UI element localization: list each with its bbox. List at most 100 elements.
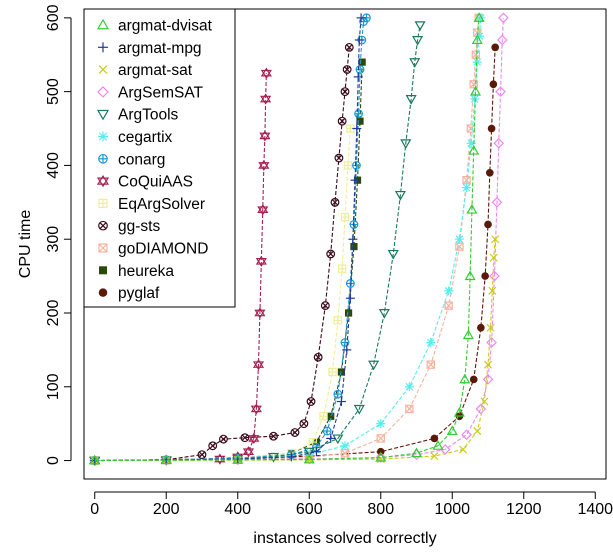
legend-symbol	[98, 65, 108, 75]
x-tick-label: 1000	[434, 501, 470, 518]
data-point	[462, 183, 472, 193]
data-point	[254, 307, 266, 319]
data-point	[354, 109, 364, 119]
data-point	[404, 382, 414, 392]
data-point	[466, 124, 476, 133]
data-point	[305, 455, 314, 464]
data-point	[197, 450, 207, 460]
data-point	[322, 426, 332, 436]
data-point	[496, 34, 508, 46]
data-point	[344, 309, 353, 317]
y-tick-label: 500	[45, 78, 62, 105]
data-point	[483, 360, 493, 369]
data-point	[336, 397, 346, 407]
data-point	[344, 42, 354, 52]
data-point	[290, 428, 300, 437]
data-point	[332, 434, 344, 445]
x-tick-label: 200	[153, 501, 180, 518]
data-point	[488, 286, 497, 295]
data-point	[313, 352, 323, 362]
data-point	[345, 293, 355, 303]
legend-label: argmat-dvisat	[118, 18, 213, 35]
legend-symbol	[98, 198, 108, 208]
data-point	[432, 440, 444, 450]
x-axis-label: instances solved correctly	[253, 530, 436, 547]
legend-symbol	[98, 288, 108, 297]
legend-item: argmat-mpg	[98, 40, 202, 57]
legend-symbol	[99, 266, 107, 275]
legend-item: cegartix	[98, 129, 173, 146]
data-point	[477, 323, 485, 332]
data-point	[350, 175, 360, 185]
legend-label: gg-sts	[118, 218, 160, 235]
legend-symbol	[96, 109, 110, 121]
data-point	[491, 43, 499, 52]
data-point	[353, 72, 363, 82]
data-point	[376, 434, 385, 443]
series-layer	[89, 12, 509, 467]
data-point	[269, 431, 278, 441]
legend-item: ArgTools	[96, 107, 179, 124]
data-point	[400, 139, 412, 149]
data-point	[426, 338, 436, 348]
data-point	[328, 367, 337, 377]
data-point	[303, 453, 315, 464]
data-point	[240, 433, 250, 443]
y-tick-label: 300	[45, 226, 62, 253]
legend-label: goDIAMOND	[118, 241, 208, 258]
series-line	[94, 239, 496, 462]
data-point	[353, 404, 365, 415]
series-line	[94, 25, 421, 462]
data-point	[376, 419, 386, 429]
legend-item: CoQuiAAS	[96, 174, 193, 191]
data-point	[350, 242, 358, 251]
data-point	[481, 272, 489, 280]
data-point	[286, 452, 296, 462]
data-point	[462, 329, 474, 340]
data-point	[491, 235, 500, 244]
data-point	[405, 95, 417, 105]
data-point	[473, 427, 482, 436]
y-axis: 0 100 200 300 400 500 600	[45, 4, 72, 465]
series-line	[94, 73, 267, 462]
data-point	[320, 301, 330, 311]
data-point	[358, 58, 366, 66]
data-point	[489, 270, 500, 282]
data-point	[473, 12, 485, 22]
data-point	[343, 161, 353, 170]
data-point	[232, 454, 244, 466]
legend-item: EqArgSolver	[98, 196, 205, 213]
series-line	[94, 17, 367, 462]
legend-label: heureka	[118, 263, 174, 280]
data-point	[475, 403, 487, 415]
data-point	[356, 117, 364, 125]
data-point	[333, 316, 343, 325]
data-point	[375, 451, 387, 462]
data-point	[484, 220, 492, 229]
data-point	[487, 124, 496, 133]
data-point	[409, 58, 421, 68]
data-point	[356, 13, 366, 23]
data-point	[387, 249, 399, 260]
data-point	[340, 441, 350, 451]
data-point	[378, 309, 390, 319]
series-line	[94, 17, 480, 462]
y-tick-label: 100	[45, 373, 62, 400]
data-point	[476, 13, 486, 23]
data-point	[333, 389, 343, 399]
legend-label: ArgSemSAT	[118, 84, 204, 101]
legend-label: pyglaf	[118, 285, 160, 302]
legend-box	[83, 8, 236, 308]
data-point	[468, 144, 480, 155]
data-point	[453, 406, 465, 417]
data-point	[368, 360, 380, 371]
data-point	[337, 264, 347, 273]
y-tick-label: 600	[45, 4, 62, 31]
legend-item: goDIAMOND	[98, 241, 208, 258]
data-point	[405, 404, 414, 414]
data-point	[480, 397, 489, 406]
data-point	[489, 253, 498, 262]
data-point	[257, 204, 269, 216]
data-point	[491, 196, 503, 208]
